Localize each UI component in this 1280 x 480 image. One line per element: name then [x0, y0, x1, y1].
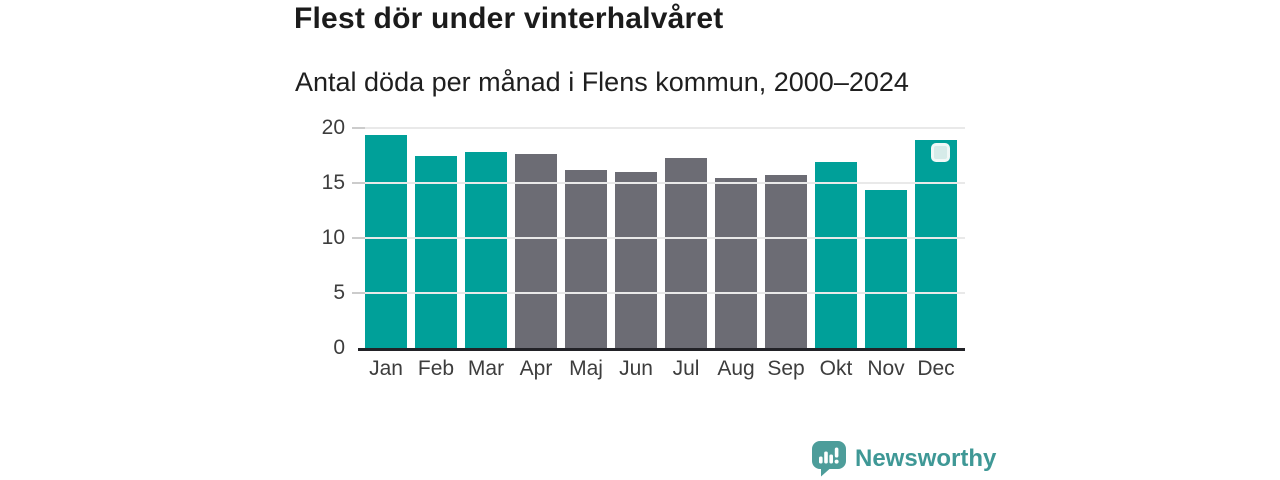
y-axis: 0 5 10 15 20: [289, 116, 345, 359]
y-axis-label: 20: [321, 116, 345, 139]
gridline: [358, 127, 965, 129]
bar-maj: [565, 169, 607, 348]
bar-jan: [365, 134, 407, 348]
chart-subtitle: Antal döda per månad i Flens kommun, 200…: [295, 67, 909, 97]
brand-footer[interactable]: Newsworthy: [812, 441, 996, 477]
x-axis-label: Feb: [417, 357, 455, 380]
bars: [358, 128, 965, 348]
bar-sep: [765, 175, 807, 348]
y-axis-label: 5: [333, 281, 345, 304]
x-axis-label: Sep: [767, 357, 805, 380]
x-axis-label: Jul: [672, 357, 700, 380]
bar-apr: [515, 154, 557, 348]
bar-feb: [415, 155, 457, 348]
brand-name[interactable]: Newsworthy: [855, 445, 997, 472]
bar-nov: [865, 189, 907, 348]
y-axis-tick: [352, 292, 365, 294]
bar-jun: [615, 172, 657, 348]
x-axis-label: Apr: [519, 357, 553, 380]
y-axis-label: 15: [321, 171, 345, 194]
x-axis-label: Nov: [867, 357, 905, 380]
chart-title: Flest dör under vinterhalvåret: [294, 2, 724, 35]
bar-jul: [665, 157, 707, 348]
x-axis-labels: Jan Feb Mar Apr Maj Jun Jul Aug Sep Okt Nov Dec: [358, 357, 965, 381]
bar-mar: [465, 152, 507, 348]
bar-okt: [815, 162, 857, 348]
gridline: [358, 237, 965, 239]
y-axis-label: 0: [333, 336, 345, 359]
gridline: [358, 292, 965, 294]
y-axis-label: 10: [321, 226, 345, 249]
bar-aug: [715, 177, 757, 348]
plot-area: [352, 127, 965, 351]
newsworthy-speech-bubble-chart-icon: [812, 441, 846, 477]
x-axis-label: Jan: [369, 357, 403, 380]
x-axis-label: Aug: [717, 357, 755, 380]
x-axis-label: Mar: [467, 357, 505, 380]
bar-highlight-marker: [931, 143, 950, 163]
x-axis-label: Dec: [917, 357, 955, 380]
x-axis-label: Okt: [819, 357, 853, 380]
gridline: [358, 182, 965, 184]
x-axis-label: Maj: [569, 357, 603, 380]
y-axis-tick: [352, 237, 365, 239]
bar-dec: [915, 140, 957, 348]
x-axis-label: Jun: [619, 357, 653, 380]
y-axis-tick: [352, 127, 365, 129]
y-axis-tick: [352, 182, 365, 184]
